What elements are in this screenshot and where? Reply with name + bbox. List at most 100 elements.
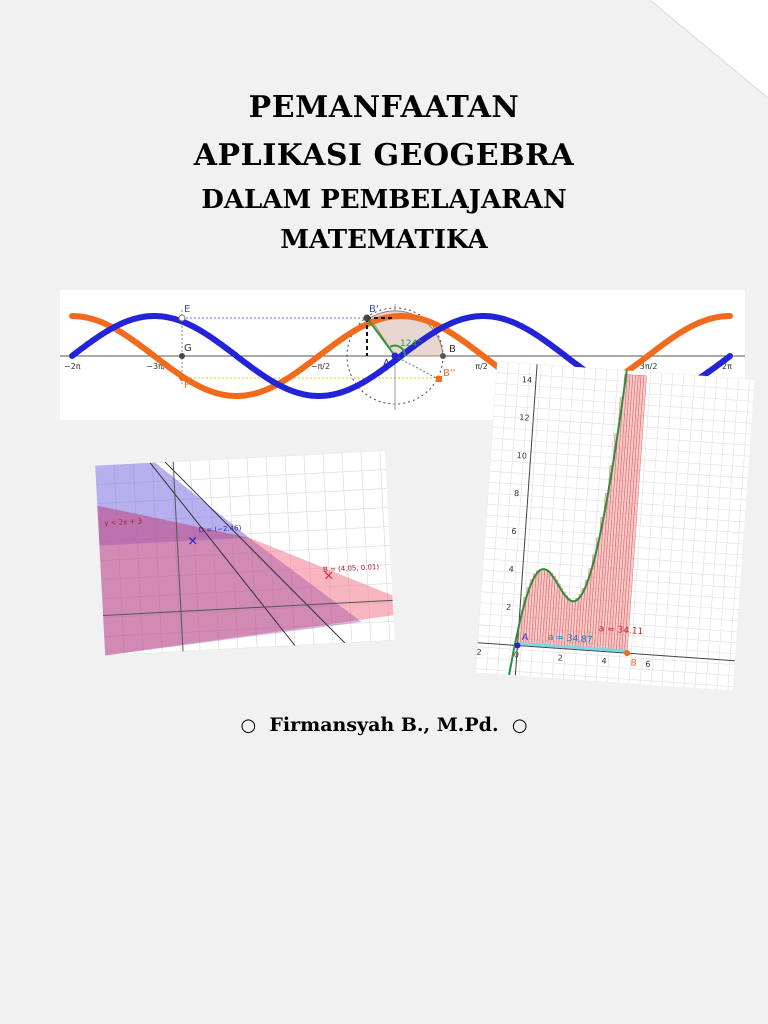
grid-line <box>490 459 748 479</box>
grid-line <box>497 362 520 675</box>
grid-line <box>540 365 564 678</box>
grid-line <box>661 374 685 686</box>
grid-line <box>491 448 749 468</box>
point-b-marker: × <box>323 568 335 584</box>
grid-line <box>727 379 750 691</box>
grid-line <box>488 481 747 501</box>
grid-line <box>483 558 741 578</box>
grid-line <box>475 668 734 687</box>
grid-line <box>672 375 696 687</box>
x-tick-label: −2π <box>64 362 81 371</box>
point-e <box>178 314 186 322</box>
grid-line <box>481 591 739 611</box>
grid-line <box>481 580 740 600</box>
title-line-2: APLIKASI GEOGEBRA <box>193 138 575 173</box>
y-tick-label: 8 <box>514 489 520 498</box>
x-tick-label: 0 <box>513 650 519 659</box>
grid-line <box>482 569 741 589</box>
grid-line <box>484 547 742 567</box>
x-tick-label: 4 <box>601 656 607 665</box>
grid-line <box>562 367 586 679</box>
label-a: A <box>383 358 390 369</box>
grid-line <box>716 378 739 690</box>
grid-line <box>494 393 753 413</box>
radius-projection <box>394 355 441 381</box>
radius-segment <box>366 317 396 357</box>
x-tick-label: π/2 <box>475 362 488 371</box>
grid-line <box>491 437 750 457</box>
y-tick-label: 10 <box>516 451 527 461</box>
grid-line <box>551 366 575 679</box>
grid-line <box>595 369 619 682</box>
label-inequality: y < 2x + 3 <box>104 517 142 527</box>
label-b-prime: B' <box>369 304 379 315</box>
label-b: B <box>449 344 456 355</box>
point-d-marker: × <box>187 533 199 549</box>
label-g: G <box>184 343 192 354</box>
grid-line <box>705 377 728 689</box>
author-line: ○ Firmansyah B., M.Pd. ○ <box>0 714 768 736</box>
angle-arc <box>389 344 407 357</box>
grid-line <box>485 525 744 545</box>
grid-line <box>606 370 630 682</box>
boundary-line-2 <box>164 461 346 644</box>
grid-line <box>617 371 641 683</box>
title-line-1: PEMANFAATAN <box>248 90 520 125</box>
point-b-prime <box>363 314 371 322</box>
ornament-left: ○ <box>240 715 257 736</box>
grid-line <box>518 364 542 676</box>
point-b <box>624 650 631 657</box>
author-name: Firmansyah B., M.Pd. <box>269 714 499 736</box>
y-tick-label: 6 <box>511 527 517 536</box>
y-tick-label: 4 <box>508 565 514 574</box>
point-g <box>179 353 185 359</box>
x-tick-label: 3π/2 <box>640 362 658 371</box>
x-axis <box>103 599 393 617</box>
grid-line <box>95 450 385 467</box>
grid-line <box>489 470 747 490</box>
y-tick-label: 2 <box>506 603 512 612</box>
label-d: D = (−2.46) <box>199 524 242 534</box>
point-f <box>179 375 185 381</box>
y-tick-label: 14 <box>522 375 533 385</box>
grid-line <box>486 362 509 674</box>
grid-line <box>584 369 608 681</box>
title-line-4: MATEMATIKA <box>280 225 488 255</box>
grid-line <box>476 657 734 677</box>
function-curve <box>495 361 630 754</box>
title-line-3: DALAM PEMBELAJARAN <box>201 185 567 215</box>
y-axis <box>172 461 184 652</box>
x-tick-label: 6 <box>645 659 651 668</box>
grid-line <box>492 426 750 446</box>
label-f: F <box>184 380 190 391</box>
base-segment <box>517 641 628 653</box>
grid-line <box>694 376 718 688</box>
grid-line <box>486 514 744 534</box>
riemann-grid <box>475 361 755 691</box>
label-e: E <box>184 304 190 315</box>
ornament-right: ○ <box>511 715 528 736</box>
label-angle: 124° <box>400 339 422 349</box>
x-tick-label: −2 <box>475 647 482 657</box>
x-tick-label: 2 <box>557 653 563 662</box>
point-b-double <box>436 376 442 382</box>
grid-line <box>493 415 751 435</box>
y-tick-label: 12 <box>519 413 530 423</box>
grid-line <box>487 492 746 512</box>
grid-line <box>529 365 553 677</box>
point-b <box>440 353 446 359</box>
grid-line <box>484 536 743 556</box>
x-tick-label: −π/2 <box>311 362 330 371</box>
grid-line <box>105 639 395 656</box>
grid-line <box>650 373 674 685</box>
grid-line <box>478 624 737 644</box>
grid-line <box>628 372 652 684</box>
label-b-double: B'' <box>443 368 455 379</box>
inequality-graph: × × D = (−2.46) B = (4.05, 0.01) y < 2x … <box>94 450 395 656</box>
riemann-graph: 14 12 10 8 6 4 2 −2 0 2 4 6 A B a = 34.11 a = 34.8… <box>470 361 755 754</box>
grid-line <box>477 646 735 666</box>
region-overlap <box>97 505 362 656</box>
grid-line <box>487 503 745 523</box>
x-tick-label: −3π/2 <box>146 362 170 371</box>
label-area-a: a = 34.11 <box>598 624 643 637</box>
